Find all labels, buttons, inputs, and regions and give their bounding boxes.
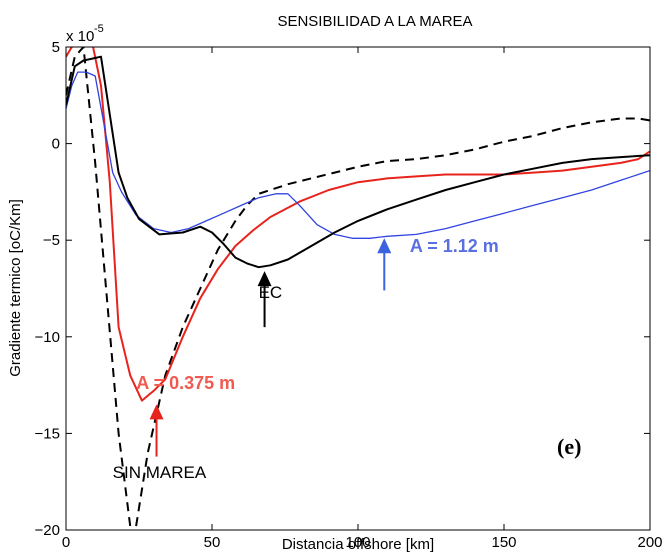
x-tick-label: 150 [491,534,516,551]
series-line-2 [66,47,650,402]
annotation-arrow-1 [149,404,164,457]
series-line-4 [66,55,650,269]
arrow-head [149,404,164,420]
annotation-label-3: EC [259,283,283,302]
scale-factor: x 10 -5 [66,23,104,45]
arrow-head [377,238,392,254]
arrow-head [257,271,272,287]
y-tick-label: −10 [35,329,60,346]
series-line-3 [66,71,650,239]
annotation-label-4: A = 1.12 m [410,236,499,256]
panel-label: (e) [557,434,581,459]
x-tick-label: 50 [204,534,221,551]
y-tick-label: −5 [43,232,60,249]
series-group [66,47,650,528]
scale-factor-exponent: -5 [94,23,104,35]
chart-title: SENSIBILIDAD A LA MAREA [277,13,472,30]
y-axis-title: Gradiente termico [oC/Km] [7,199,24,377]
y-tick-label: −20 [35,522,60,539]
annotation-arrow-2 [257,271,272,328]
x-tick-label: 100 [345,534,370,551]
y-tick-label: 0 [52,136,60,153]
series-line-1 [66,47,650,528]
annotation-arrow-3 [377,238,392,291]
scale-factor-label: x 10 [66,28,94,45]
y-tick-label: 5 [52,39,60,56]
annotation-label-1: SIN MAREA [113,463,207,482]
x-tick-label: 0 [62,534,70,551]
annotation-label-2: A = 0.375 m [136,373,235,393]
y-tick-label: −15 [35,425,60,442]
x-axis-title: Distancia offshore [km] [282,536,434,552]
x-tick-label: 200 [637,534,662,551]
